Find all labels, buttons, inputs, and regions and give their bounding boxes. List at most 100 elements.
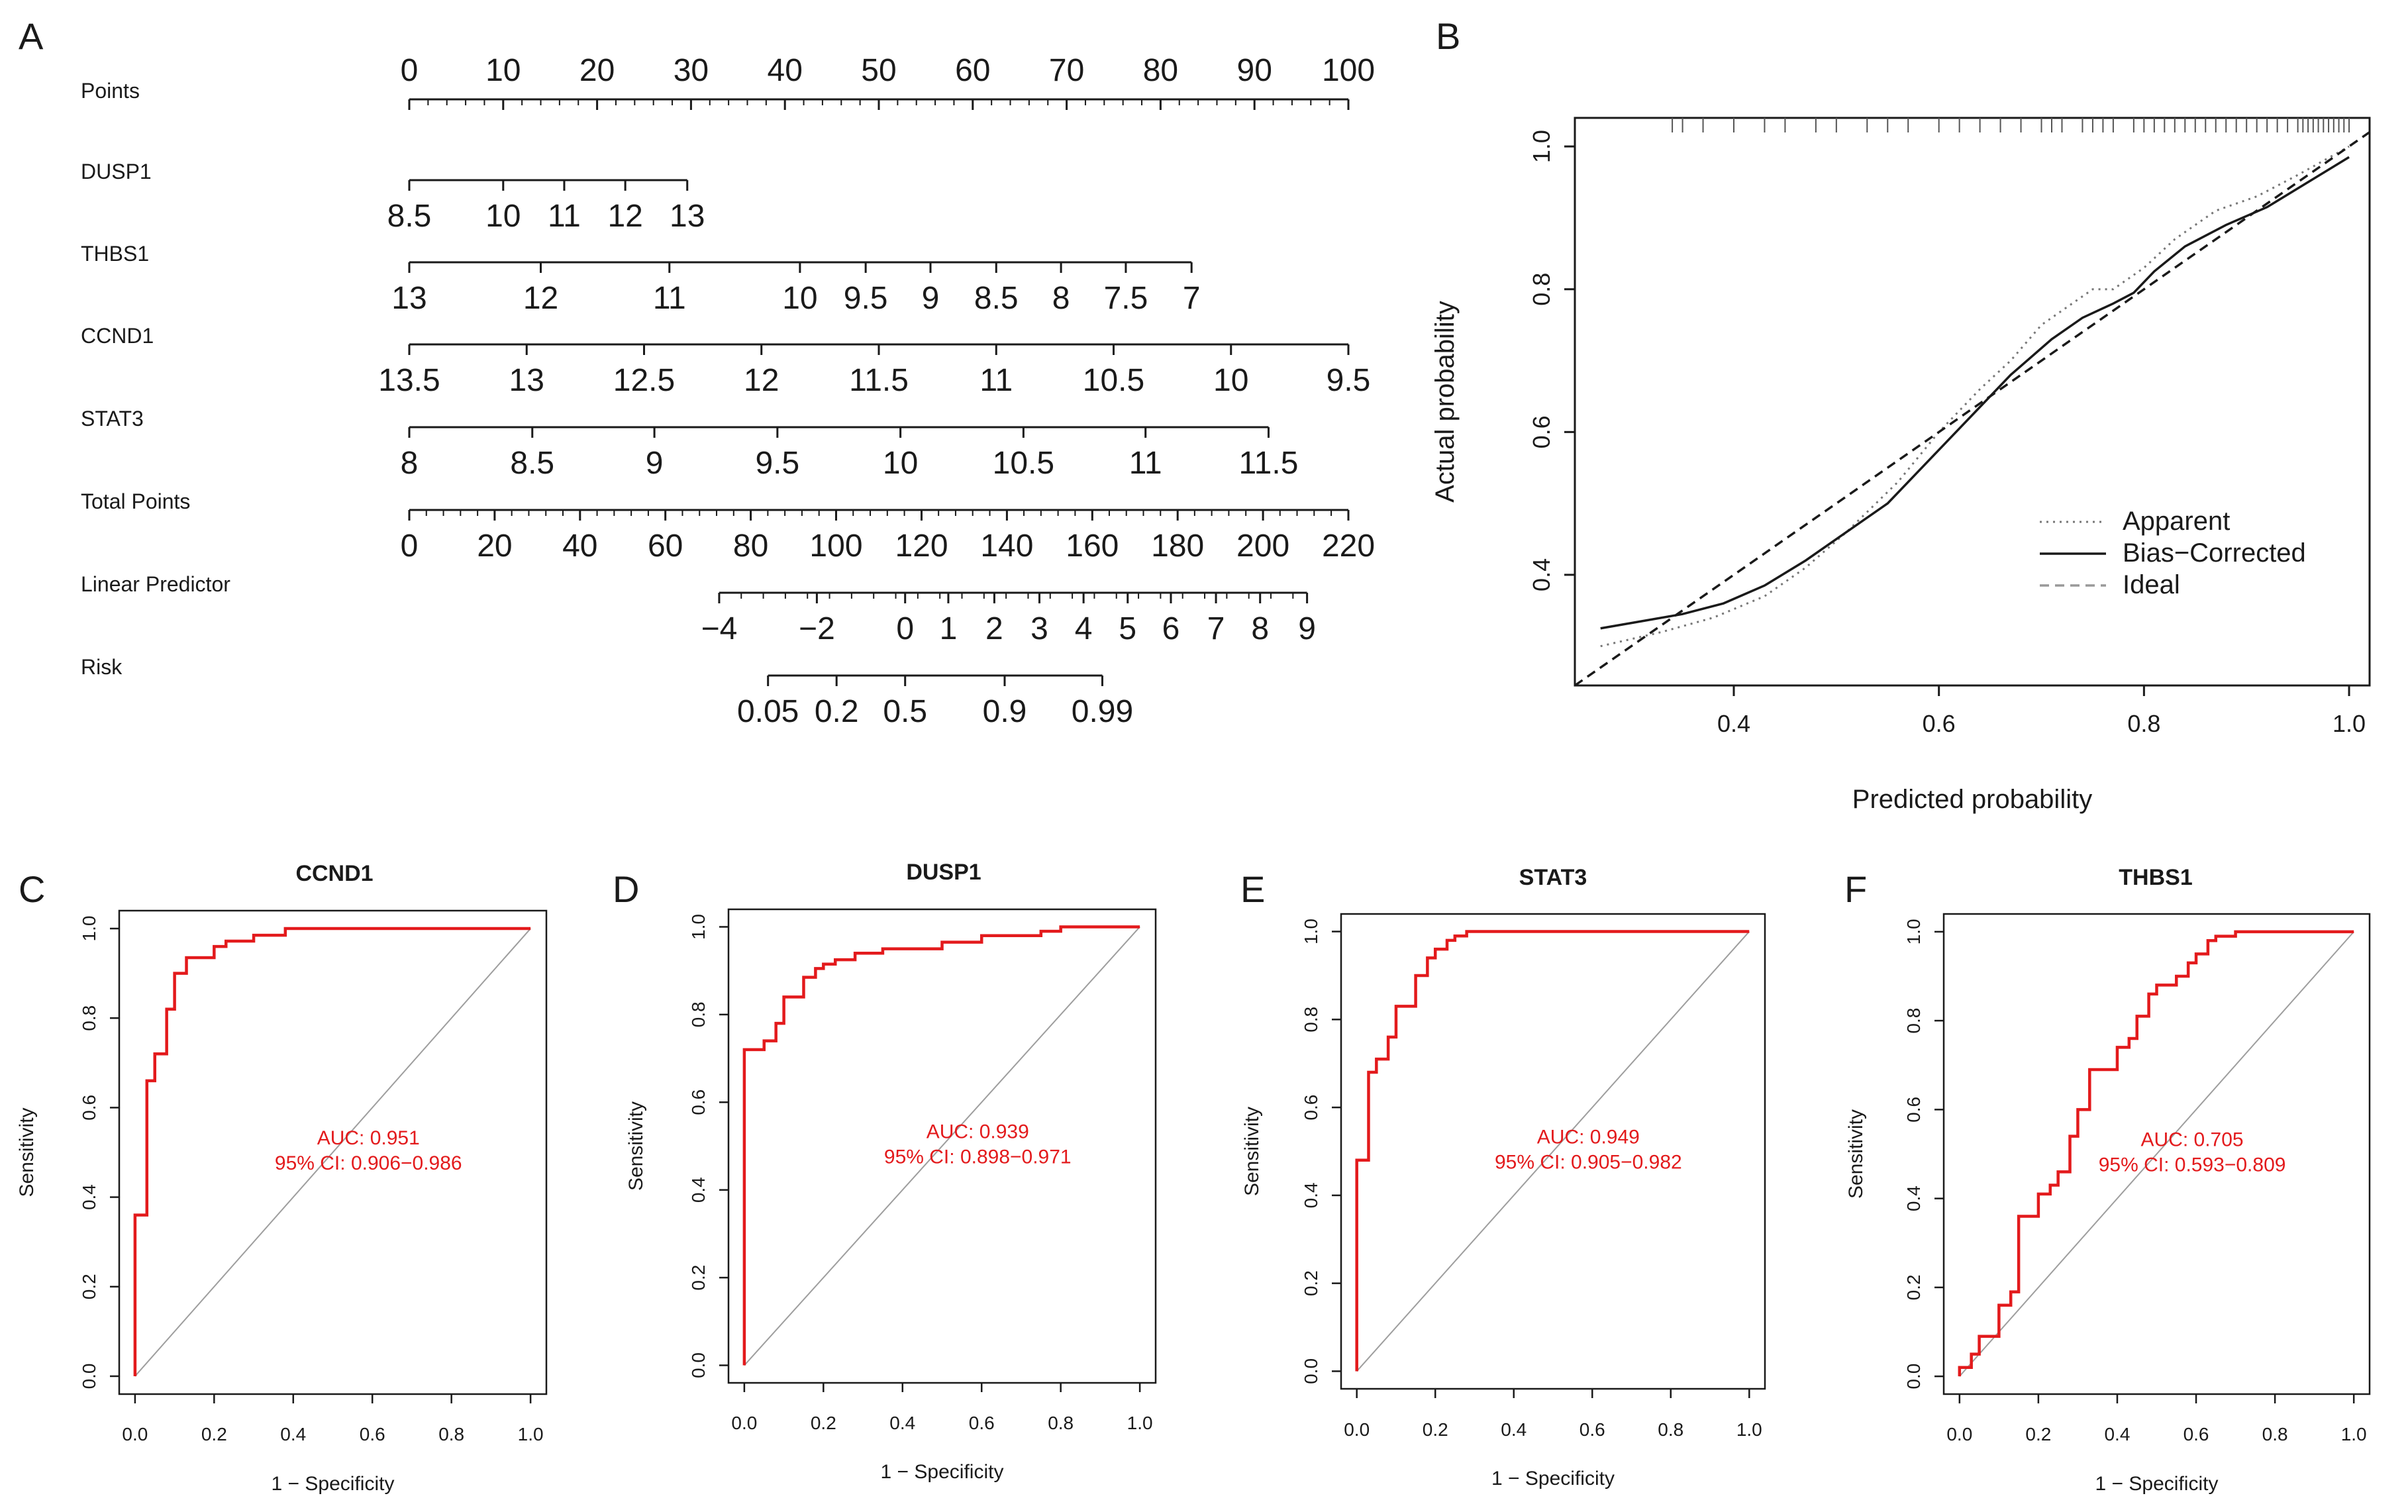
roc-curve-stat3 [1355, 930, 1750, 1372]
roc-y-tick-label-stat3: 0.2 [1301, 1270, 1321, 1296]
nomogram-tick-label-linear-predictor: 0 [896, 611, 914, 646]
roc-x-tick-label-thbs1: 0.2 [2025, 1424, 2051, 1444]
nomogram-tick-label-thbs1: 7.5 [1104, 281, 1148, 316]
nomogram-tick-label-dusp1: 13 [670, 199, 705, 234]
roc-panel-thbs1: 0.0 0.0 0.2 0.2 0.4 0.4 0.6 0.6 0.8 0.8 1.0 1.0 THBS… [1845, 865, 2371, 1495]
roc-title-thbs1: THBS1 [2119, 865, 2192, 890]
roc-auc-label-stat3: AUC: 0.949 [1537, 1127, 1640, 1148]
roc-y-tick-label-dusp1: 0.8 [688, 1001, 709, 1027]
roc-x-tick-label-ccnd1: 0.2 [201, 1424, 227, 1444]
roc-y-tick-label-ccnd1: 0.6 [79, 1095, 99, 1121]
roc-y-tick-label-thbs1: 1.0 [1903, 919, 1924, 944]
nomogram-tick-label-linear-predictor: −4 [701, 611, 738, 646]
roc-y-tick-label-ccnd1: 0.8 [79, 1005, 99, 1031]
calibration-y-tick-label: 0.6 [1528, 415, 1555, 448]
roc-auc-label-dusp1: AUC: 0.939 [927, 1121, 1029, 1143]
roc-x-tick-label-stat3: 0.0 [1344, 1419, 1370, 1440]
roc-x-tick-label-thbs1: 0.6 [2183, 1424, 2209, 1444]
nomogram-tick-label-risk: 0.99 [1072, 694, 1133, 729]
roc-x-tick-label-dusp1: 0.6 [969, 1413, 995, 1433]
nomogram-tick-label-points: 30 [674, 53, 709, 88]
panel-letter-A: A [19, 15, 44, 57]
panel-letter-E: E [1240, 868, 1265, 910]
calibration-y-tick-label: 1.0 [1528, 130, 1555, 163]
nomogram-tick-label-total-points: 140 [980, 529, 1033, 564]
roc-y-tick-label-ccnd1: 0.4 [79, 1184, 99, 1210]
roc-y-axis-title-ccnd1: Sensitivity [16, 1107, 38, 1197]
nomogram-tick-label-linear-predictor: 4 [1075, 611, 1093, 646]
nomogram-tick-label-points: 20 [579, 53, 615, 88]
nomogram-tick-label-total-points: 120 [895, 529, 948, 564]
roc-title-dusp1: DUSP1 [906, 860, 981, 885]
nomogram-tick-label-thbs1: 9 [922, 281, 940, 316]
panel-letter-F: F [1844, 868, 1867, 910]
calibration-y-tick-label: 0.8 [1528, 273, 1555, 306]
roc-ci-label-thbs1: 95% CI: 0.593−0.809 [2099, 1154, 2286, 1176]
nomogram-tick-label-ccnd1: 10.5 [1083, 363, 1144, 398]
nomogram-tick-label-ccnd1: 13.5 [378, 363, 440, 398]
calibration-plot-frame [1574, 117, 2371, 687]
roc-x-tick-label-dusp1: 0.8 [1048, 1413, 1074, 1433]
roc-y-tick-label-ccnd1: 0.0 [79, 1363, 99, 1389]
nomogram-tick-label-thbs1: 9.5 [844, 281, 888, 316]
nomogram-tick-label-stat3: 9.5 [755, 446, 799, 481]
calibration-legend-entry-apparent: Apparent [2123, 507, 2230, 536]
panel-letter-D: D [613, 868, 639, 910]
roc-y-tick-label-stat3: 0.6 [1301, 1095, 1321, 1121]
nomogram-tick-label-thbs1: 8.5 [974, 281, 1019, 316]
nomogram-label-ccnd1: CCND1 [81, 324, 154, 348]
roc-y-tick-label-dusp1: 1.0 [688, 914, 709, 940]
nomogram-tick-label-stat3: 8.5 [510, 446, 554, 481]
nomogram-tick-label-ccnd1: 10 [1213, 363, 1248, 398]
roc-frame-thbs1 [1942, 913, 2371, 1395]
nomogram-tick-label-total-points: 60 [648, 529, 683, 564]
roc-x-tick-label-thbs1: 0.0 [1946, 1424, 1972, 1444]
roc-x-tick-label-ccnd1: 0.8 [438, 1424, 464, 1444]
nomogram-tick-label-ccnd1: 12.5 [613, 363, 675, 398]
nomogram-label-stat3: STAT3 [81, 407, 144, 430]
roc-y-tick-label-dusp1: 0.0 [688, 1352, 709, 1378]
nomogram-tick-label-points: 60 [955, 53, 990, 88]
nomogram-tick-label-linear-predictor: 1 [940, 611, 958, 646]
calibration-x-tick-label: 0.8 [2127, 710, 2160, 737]
nomogram-panel: Points DUSP1 THBS1 CCND1 STAT3 Total Points Li… [81, 53, 1375, 729]
nomogram-tick-label-points: 70 [1049, 53, 1084, 88]
roc-y-tick-label-ccnd1: 1.0 [79, 916, 99, 942]
roc-y-axis-title-thbs1: Sensitivity [1845, 1109, 1867, 1199]
roc-x-tick-label-stat3: 0.2 [1423, 1419, 1448, 1440]
roc-x-tick-label-stat3: 0.6 [1580, 1419, 1605, 1440]
roc-x-tick-label-ccnd1: 1.0 [518, 1424, 544, 1444]
nomogram-tick-label-linear-predictor: 2 [985, 611, 1003, 646]
nomogram-tick-label-stat3: 8 [401, 446, 419, 481]
nomogram-tick-label-points: 90 [1237, 53, 1272, 88]
calibration-legend-entry-bias-corrected: Bias−Corrected [2123, 538, 2306, 568]
roc-x-tick-label-stat3: 0.8 [1658, 1419, 1683, 1440]
nomogram-tick-label-points: 100 [1322, 53, 1375, 88]
nomogram-tick-label-risk: 0.05 [737, 694, 799, 729]
roc-x-tick-label-stat3: 0.4 [1501, 1419, 1527, 1440]
nomogram-tick-label-stat3: 10.5 [993, 446, 1054, 481]
roc-y-tick-label-stat3: 1.0 [1301, 919, 1321, 944]
nomogram-tick-label-thbs1: 12 [523, 281, 558, 316]
calibration-x-tick-label: 0.6 [1923, 710, 1956, 737]
roc-y-tick-label-thbs1: 0.6 [1903, 1097, 1924, 1123]
nomogram-tick-label-linear-predictor: 8 [1251, 611, 1269, 646]
roc-panel-ccnd1: 0.0 0.0 0.2 0.2 0.4 0.4 0.6 0.6 0.8 0.8 1.0 1.0 CCND… [16, 861, 548, 1495]
roc-auc-label-ccnd1: AUC: 0.951 [317, 1127, 420, 1149]
calibration-line-apparent [1600, 145, 2350, 648]
roc-curve-thbs1 [1958, 930, 2354, 1377]
roc-x-tick-label-ccnd1: 0.0 [122, 1424, 148, 1444]
roc-frame-stat3 [1340, 913, 1766, 1390]
nomogram-tick-label-linear-predictor: 3 [1030, 611, 1048, 646]
roc-x-tick-label-dusp1: 0.2 [811, 1413, 836, 1433]
roc-auc-label-thbs1: AUC: 0.705 [2141, 1129, 2244, 1151]
nomogram-label-dusp1: DUSP1 [81, 160, 152, 183]
nomogram-tick-label-ccnd1: 11.5 [849, 363, 909, 398]
roc-title-ccnd1: CCND1 [295, 861, 373, 886]
roc-x-tick-label-thbs1: 1.0 [2341, 1424, 2367, 1444]
nomogram-tick-label-stat3: 11 [1129, 446, 1162, 481]
roc-diagonal-ccnd1 [134, 928, 531, 1377]
nomogram-tick-label-linear-predictor: 6 [1162, 611, 1180, 646]
roc-y-tick-label-stat3: 0.0 [1301, 1358, 1321, 1384]
